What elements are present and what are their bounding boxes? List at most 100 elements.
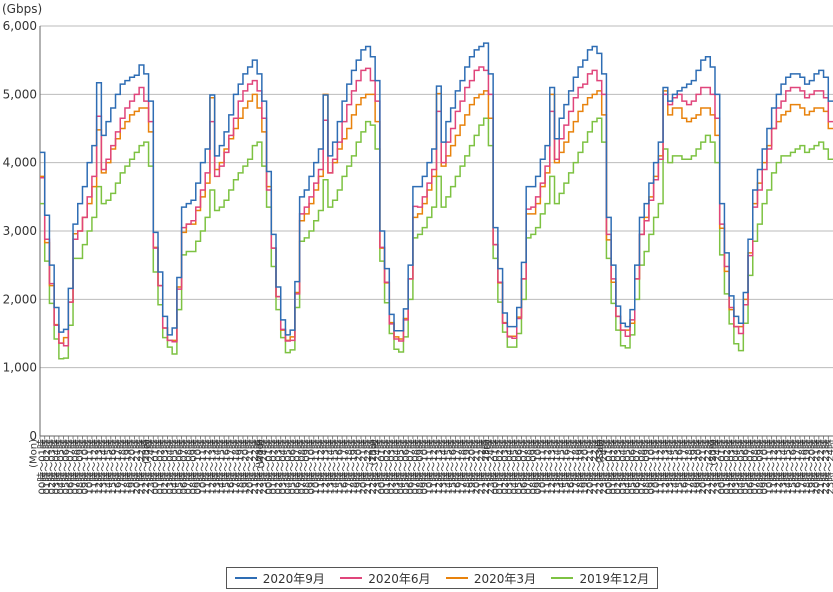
- x-tick-label: 01時〜02時: [381, 439, 393, 494]
- x-tick-label: 12時〜13時: [93, 439, 105, 494]
- x-tick-label: 16時〜17時: [792, 439, 804, 494]
- x-tick-label: 05時〜06時: [740, 439, 752, 494]
- day-label: (Wed): [255, 439, 266, 469]
- x-tick-label: 03時〜04時: [277, 439, 289, 494]
- x-tick-label: 00時〜01時: [263, 439, 275, 494]
- x-tick-label: 06時〜07時: [65, 439, 77, 494]
- y-tick-label: 1,000: [3, 361, 37, 375]
- x-tick-label: 22時〜23時: [367, 439, 379, 494]
- x-tick-label: 00時〜01時: [150, 439, 162, 494]
- x-tick-label: 09時〜10時: [645, 439, 657, 494]
- x-tick-label: 01時〜02時: [608, 439, 620, 494]
- x-tick-label: 05時〜06時: [60, 439, 72, 494]
- x-tick-label: 07時〜08時: [409, 439, 421, 494]
- x-tick-label: 06時〜07時: [744, 439, 756, 494]
- series-line-1: [40, 42, 833, 336]
- x-tick-label: 03時〜04時: [51, 439, 63, 494]
- x-tick-label: 22時〜23時: [707, 439, 719, 494]
- legend-label: 2020年9月: [262, 571, 325, 586]
- x-tick-label: 07時〜08時: [296, 439, 308, 494]
- x-tick-label: 21時〜22時: [135, 439, 147, 494]
- x-tick-label: 16時〜17時: [338, 439, 350, 494]
- x-tick-label: 13時〜14時: [98, 439, 110, 494]
- x-tick-label: 16時〜17時: [678, 439, 690, 494]
- x-tick-label: 11時〜12時: [428, 439, 440, 494]
- x-tick-label: 18時〜19時: [574, 439, 586, 494]
- x-tick-label: 15時〜16時: [334, 439, 346, 494]
- x-tick-label: 12時〜13時: [433, 439, 445, 494]
- x-tick-label: 18時〜19時: [348, 439, 360, 494]
- day-label: (Thu): [368, 439, 379, 466]
- y-axis: 0 1,000 2,000 3,000 4,000 5,000 6,000: [3, 19, 833, 443]
- legend-label: 2019年12月: [579, 571, 650, 586]
- x-tick-label: 18時〜19時: [121, 439, 133, 494]
- x-tick-label: 20時〜21時: [471, 439, 483, 494]
- legend-item-3: 2020年3月: [445, 570, 537, 587]
- x-tick-label: 14時〜15時: [216, 439, 228, 494]
- x-tick-label: 09時〜10時: [192, 439, 204, 494]
- x-tick-label: 10時〜11時: [537, 439, 549, 494]
- x-tick-label: 20時〜21時: [584, 439, 596, 494]
- x-tick-label: 00時〜01時: [490, 439, 502, 494]
- x-tick-label: 19時〜20時: [353, 439, 365, 494]
- x-tick-label: 10時〜11時: [763, 439, 775, 494]
- x-tick-label: 02時〜03時: [386, 439, 398, 494]
- x-tick-label: 05時〜06時: [626, 439, 638, 494]
- x-tick-label: 13時〜14時: [211, 439, 223, 494]
- x-tick-label: 17時〜18時: [230, 439, 242, 494]
- x-tick-label: 14時〜15時: [669, 439, 681, 494]
- x-tick-label: 02時〜03時: [159, 439, 171, 494]
- y-tick-label: 6,000: [3, 19, 37, 33]
- x-tick-label: 14時〜15時: [556, 439, 568, 494]
- x-axis: 00時〜01時01時〜02時02時〜03時03時〜04時04時〜05時05時〜0…: [28, 436, 833, 494]
- day-label: (Mon): [28, 439, 39, 468]
- x-tick-label: 21時〜22時: [362, 439, 374, 494]
- x-tick-label: 04時〜05時: [622, 439, 634, 494]
- x-tick-label: 16時〜17時: [112, 439, 124, 494]
- x-tick-label: 11時〜12時: [88, 439, 100, 494]
- legend-label: 2020年3月: [473, 571, 537, 586]
- x-tick-label: 22時〜23時: [140, 439, 152, 494]
- x-tick-label: 10時〜11時: [310, 439, 322, 494]
- y-tick-label: 0: [29, 429, 37, 443]
- x-tick-label: 20時〜21時: [810, 439, 822, 494]
- x-tick-label: 06時〜07時: [518, 439, 530, 494]
- x-tick-label: 19時〜20時: [126, 439, 138, 494]
- x-tick-label: 04時〜05時: [55, 439, 67, 494]
- x-tick-label: 07時〜08時: [183, 439, 195, 494]
- x-tick-label: 09時〜10時: [759, 439, 771, 494]
- x-tick-label: 16時〜17時: [225, 439, 237, 494]
- x-tick-label: 01時〜02時: [721, 439, 733, 494]
- y-tick-label: 5,000: [3, 87, 37, 101]
- x-tick-label: 07時〜08時: [749, 439, 761, 494]
- legend-swatch: [551, 577, 574, 579]
- x-tick-label: 01時〜02時: [41, 439, 53, 494]
- x-tick-label: 20時〜21時: [357, 439, 369, 494]
- x-tick-label: 11時〜12時: [541, 439, 553, 494]
- x-tick-label: 08時〜09時: [414, 439, 426, 494]
- x-tick-label: 15時〜16時: [107, 439, 119, 494]
- x-tick-label: 17時〜18時: [570, 439, 582, 494]
- x-tick-label: 07時〜08時: [523, 439, 535, 494]
- x-tick-label: 22時〜23時: [253, 439, 265, 494]
- x-tick-label: 15時〜16時: [560, 439, 572, 494]
- x-tick-label: 13時〜14時: [324, 439, 336, 494]
- x-tick-label: 02時〜03時: [46, 439, 58, 494]
- x-tick-label: 02時〜03時: [499, 439, 511, 494]
- x-tick-label: 09時〜10時: [305, 439, 317, 494]
- x-tick-label: 10時〜11時: [84, 439, 96, 494]
- x-tick-label: 09時〜10時: [419, 439, 431, 494]
- x-tick-label: 23時〜24時: [825, 439, 833, 494]
- x-tick-label: 21時〜22時: [249, 439, 261, 494]
- x-tick-label: 10時〜11時: [423, 439, 435, 494]
- x-tick-label: 21時〜22時: [815, 439, 827, 494]
- x-tick-label: 09時〜10時: [79, 439, 91, 494]
- x-tick-label: 12時〜13時: [206, 439, 218, 494]
- x-tick-label: 16時〜17時: [565, 439, 577, 494]
- day-label: (Fri): [482, 439, 493, 459]
- series-line-4: [40, 117, 833, 360]
- x-tick-label: 04時〜05時: [395, 439, 407, 494]
- x-tick-label: 02時〜03時: [272, 439, 284, 494]
- x-tick-label: 03時〜04時: [617, 439, 629, 494]
- x-tick-label: 00時〜01時: [36, 439, 48, 494]
